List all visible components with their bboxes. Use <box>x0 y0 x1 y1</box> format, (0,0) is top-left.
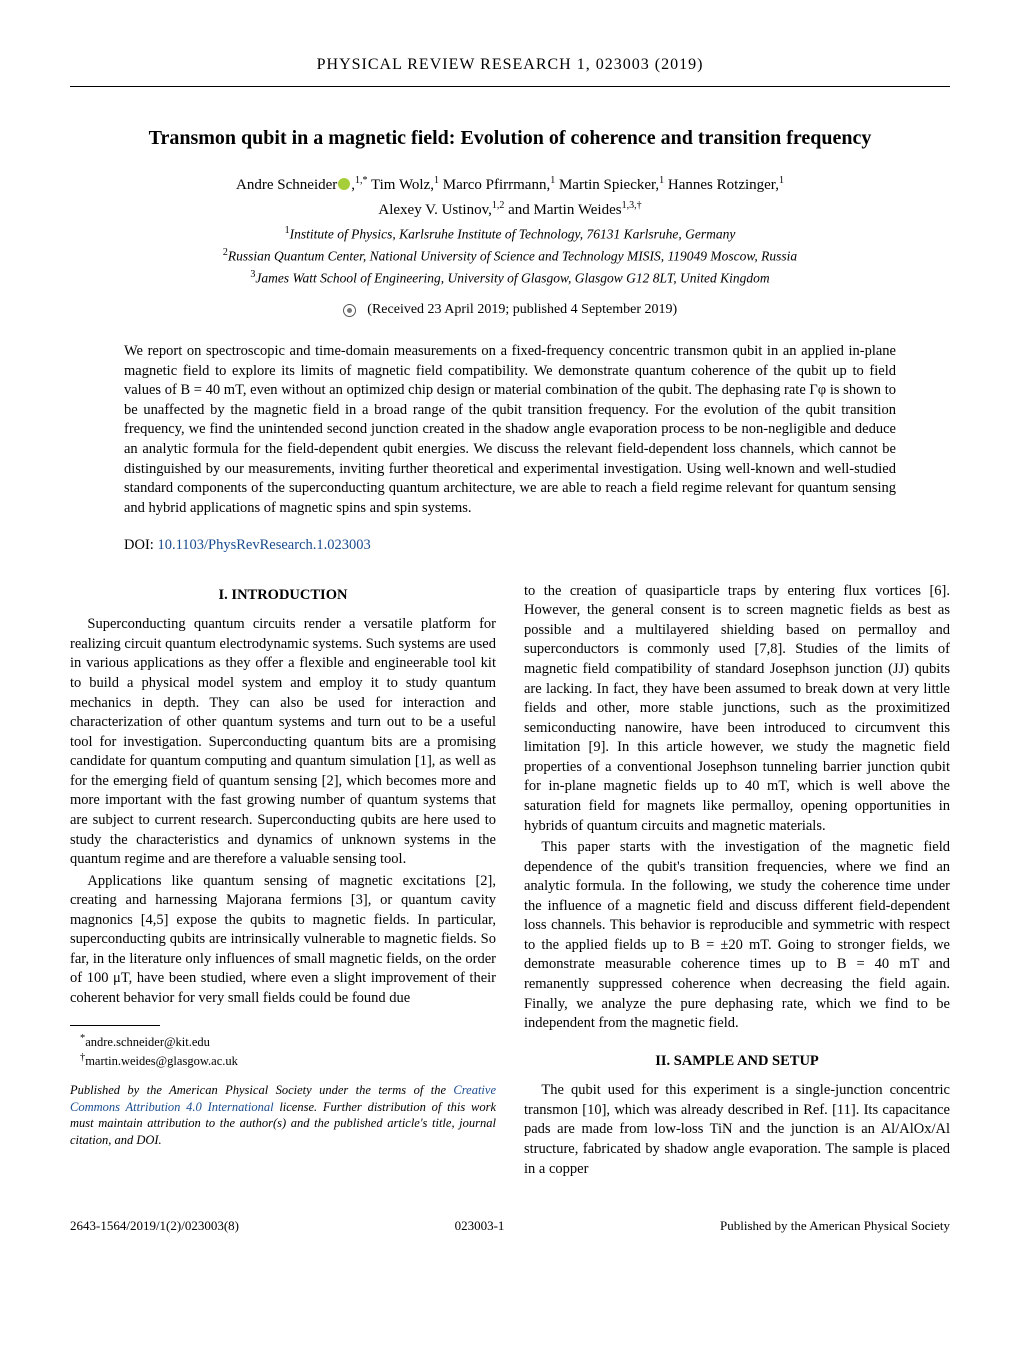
doi-link[interactable]: 10.1103/PhysRevResearch.1.023003 <box>157 537 370 553</box>
author-name: Martin Spiecker, <box>559 177 659 193</box>
footer-left: 2643-1564/2019/1(2)/023003(8) <box>70 1217 239 1235</box>
doi-line: DOI: 10.1103/PhysRevResearch.1.023003 <box>124 536 896 556</box>
affiliation-text: James Watt School of Engineering, Univer… <box>255 270 769 285</box>
authors-line-1: Andre Schneider,1,* Tim Wolz,1 Marco Pfi… <box>70 174 950 195</box>
author-affil-sup: 1,2 <box>492 200 505 211</box>
authors-line-2: Alexey V. Ustinov,1,2 and Martin Weides1… <box>70 199 950 220</box>
footnote-text: martin.weides@glasgow.ac.uk <box>85 1054 238 1068</box>
received-text: (Received 23 April 2019; published 4 Sep… <box>367 302 677 317</box>
received-published: (Received 23 April 2019; published 4 Sep… <box>70 301 950 320</box>
orcid-icon[interactable] <box>338 178 350 190</box>
footnote: †martin.weides@glasgow.ac.uk <box>70 1051 496 1070</box>
doi-label: DOI: <box>124 537 157 553</box>
two-column-body: I. INTRODUCTION Superconducting quantum … <box>70 582 950 1181</box>
footer-right: Published by the American Physical Socie… <box>720 1217 950 1235</box>
body-paragraph: The qubit used for this experiment is a … <box>524 1081 950 1179</box>
footnote: *andre.schneider@kit.edu <box>70 1032 496 1051</box>
footnote-text: andre.schneider@kit.edu <box>85 1035 210 1049</box>
author-affil-sup: 1 <box>659 175 664 186</box>
journal-header: PHYSICAL REVIEW RESEARCH 1, 023003 (2019… <box>70 54 950 87</box>
affiliations: 1Institute of Physics, Karlsruhe Institu… <box>70 224 950 287</box>
author-affil-sup: 1 <box>550 175 555 186</box>
author-name: Hannes Rotzinger, <box>668 177 779 193</box>
left-column: I. INTRODUCTION Superconducting quantum … <box>70 582 496 1181</box>
author-affil-sup: 1,3,† <box>622 200 642 211</box>
footnote-rule <box>70 1025 160 1026</box>
footer-center: 023003-1 <box>239 1217 720 1235</box>
author-affil-sup: 1 <box>779 175 784 186</box>
open-access-icon <box>343 304 356 317</box>
author-name: Andre Schneider <box>236 177 337 193</box>
author-name: Marco Pfirrmann, <box>443 177 550 193</box>
section-heading-intro: I. INTRODUCTION <box>70 586 496 606</box>
license-note: Published by the American Physical Socie… <box>70 1082 496 1150</box>
body-paragraph: to the creation of quasiparticle traps b… <box>524 582 950 836</box>
author-name: Tim Wolz, <box>371 177 434 193</box>
body-paragraph: Superconducting quantum circuits render … <box>70 615 496 869</box>
affiliation-text: Russian Quantum Center, National Univers… <box>228 248 797 263</box>
article-title: Transmon qubit in a magnetic field: Evol… <box>70 125 950 152</box>
author-name: and Martin Weides <box>508 202 622 218</box>
body-paragraph: Applications like quantum sensing of mag… <box>70 872 496 1009</box>
abstract: We report on spectroscopic and time-doma… <box>124 342 896 518</box>
author-affil-sup: 1 <box>434 175 439 186</box>
affiliation-text: Institute of Physics, Karlsruhe Institut… <box>290 227 736 242</box>
body-paragraph: This paper starts with the investigation… <box>524 838 950 1034</box>
author-name: Alexey V. Ustinov, <box>378 202 491 218</box>
author-affil-sup: 1,* <box>355 175 368 186</box>
page-footer: 2643-1564/2019/1(2)/023003(8) 023003-1 P… <box>70 1217 950 1235</box>
right-column: to the creation of quasiparticle traps b… <box>524 582 950 1181</box>
license-prefix: Published by the American Physical Socie… <box>70 1083 453 1097</box>
section-heading-sample: II. SAMPLE AND SETUP <box>524 1052 950 1072</box>
